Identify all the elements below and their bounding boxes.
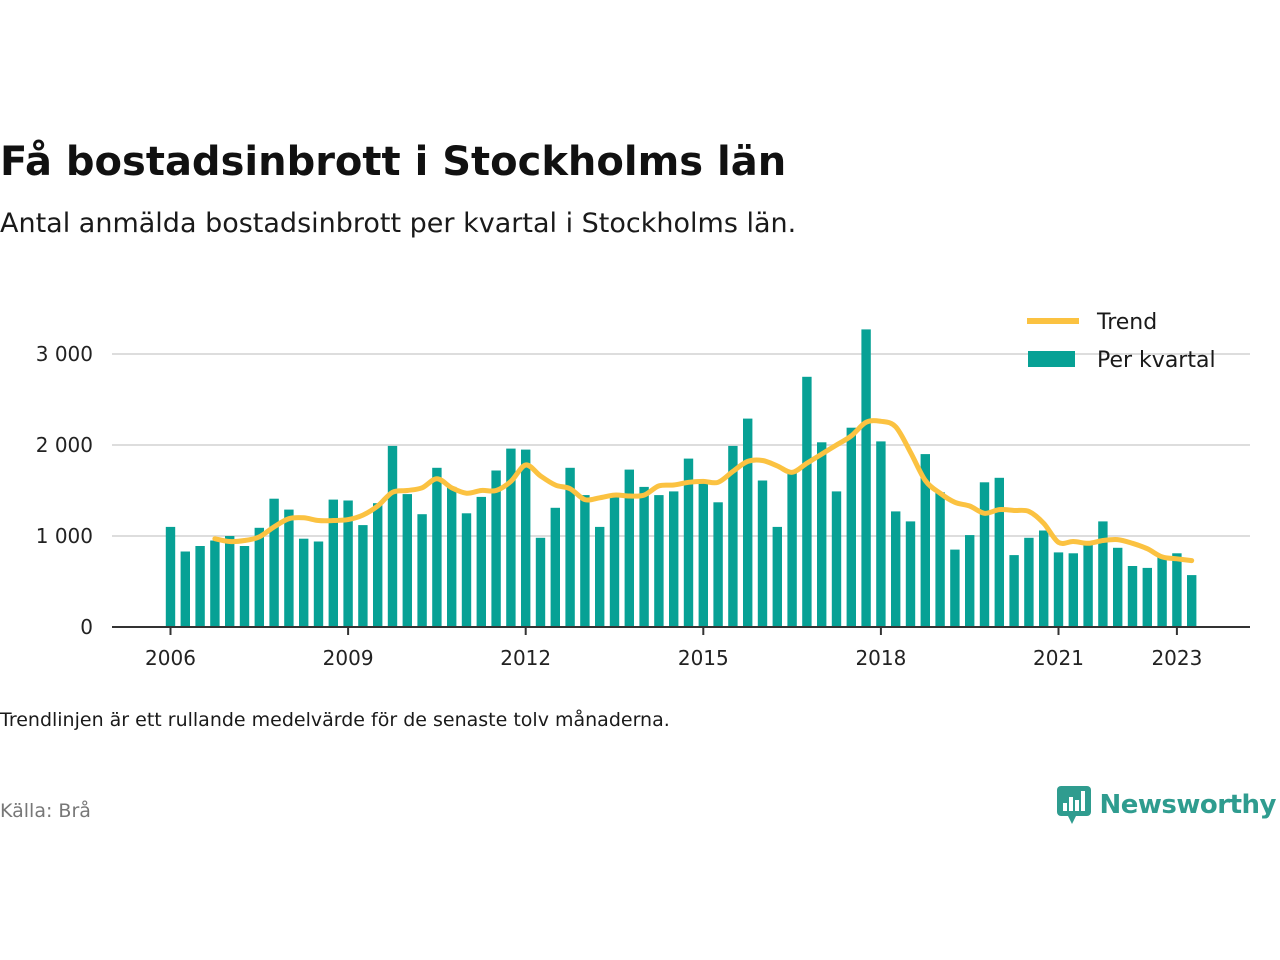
bar (565, 467, 575, 628)
legend: Trend Per kvartal (1027, 310, 1216, 373)
bar (994, 477, 1004, 627)
newsworthy-logo: Newsworthy (1056, 783, 1277, 827)
bar (905, 521, 916, 627)
bar (787, 472, 797, 627)
bar (1113, 547, 1123, 627)
bar (639, 486, 649, 627)
bar (757, 480, 768, 627)
bar (654, 495, 664, 627)
source-label: Källa: Brå (0, 800, 91, 822)
bar (846, 427, 856, 627)
bar (1172, 553, 1182, 627)
bar (269, 498, 279, 627)
bar (595, 526, 605, 627)
bar (313, 541, 324, 627)
bar (432, 467, 442, 628)
chart-subtitle: Antal anmälda bostadsinbrott per kvartal… (0, 208, 797, 239)
chart-title: Få bostadsinbrott i Stockholms län (0, 139, 787, 185)
bar (521, 449, 531, 627)
x-tick-label: 2018 (855, 646, 906, 670)
bar (891, 511, 901, 627)
bar (817, 442, 827, 627)
bar (1142, 567, 1152, 627)
bar (284, 509, 294, 627)
bar (387, 445, 398, 627)
bar (669, 491, 679, 627)
bar (802, 376, 812, 628)
gridlines (112, 353, 1250, 537)
bar (1098, 521, 1108, 627)
bar (180, 551, 190, 627)
x-tick-label: 2012 (500, 646, 551, 670)
newsworthy-logo-icon (1056, 786, 1091, 824)
bar (195, 546, 205, 627)
bar (402, 494, 412, 627)
bar (950, 549, 960, 627)
bar (1083, 544, 1093, 627)
x-tick-label: 2021 (1033, 646, 1084, 670)
bar (254, 527, 264, 627)
legend-trend-label: Trend (1096, 310, 1157, 335)
bar (550, 507, 560, 627)
bar (624, 469, 634, 627)
bar (609, 495, 620, 627)
bar (876, 441, 886, 627)
bar (979, 482, 990, 627)
bar (447, 486, 457, 627)
bar (328, 499, 338, 627)
bar (1053, 552, 1064, 627)
bar (831, 491, 842, 627)
bar (920, 454, 930, 627)
bar (743, 418, 753, 627)
bar (1157, 556, 1167, 627)
x-tick-label: 2009 (323, 646, 374, 670)
y-tick-label: 3 000 (36, 342, 93, 366)
bar (728, 445, 738, 627)
bar (965, 535, 975, 627)
legend-bar-label: Per kvartal (1097, 348, 1216, 373)
bar (358, 525, 368, 627)
bar (165, 526, 176, 627)
bar (343, 500, 353, 627)
bar (299, 538, 309, 627)
trend-line-group (212, 418, 1195, 564)
x-tick-label: 2023 (1151, 646, 1202, 670)
bar (461, 513, 472, 628)
bar (417, 514, 427, 627)
bar (1187, 575, 1197, 627)
y-tick-label: 0 (80, 615, 93, 639)
bar (683, 458, 694, 627)
x-tick-label: 2006 (145, 646, 196, 670)
bar (861, 329, 871, 627)
bar (535, 537, 546, 627)
bar (713, 502, 723, 627)
bar (210, 540, 220, 627)
legend-bar-swatch (1028, 351, 1075, 367)
y-tick-label: 1 000 (36, 524, 93, 548)
bar (1127, 566, 1138, 627)
chart-area: 0 1 000 2 000 3 000 2006 2009 2012 2015 2018 2021… (36, 310, 1250, 670)
bar (1039, 530, 1049, 627)
bar (506, 448, 516, 627)
bar (580, 495, 590, 627)
bars-per-kvartal (165, 329, 1197, 628)
bar (225, 536, 235, 627)
bar (239, 546, 250, 627)
bar (772, 526, 782, 627)
bar (476, 496, 486, 627)
trend-note: Trendlinjen är ett rullande medelvärde f… (0, 709, 670, 731)
bar (1009, 555, 1019, 627)
newsworthy-logo-text: Newsworthy (1099, 790, 1277, 820)
bar (373, 503, 383, 627)
trend-line (212, 418, 1195, 564)
x-tick-label: 2015 (678, 646, 729, 670)
bar (1068, 553, 1078, 627)
y-tick-label: 2 000 (36, 433, 93, 457)
bar (935, 492, 945, 627)
bar (1024, 537, 1034, 627)
bar (491, 470, 501, 627)
axes: 0 1 000 2 000 3 000 2006 2009 2012 2015 2018 2021… (36, 342, 1250, 670)
bar (698, 481, 708, 627)
